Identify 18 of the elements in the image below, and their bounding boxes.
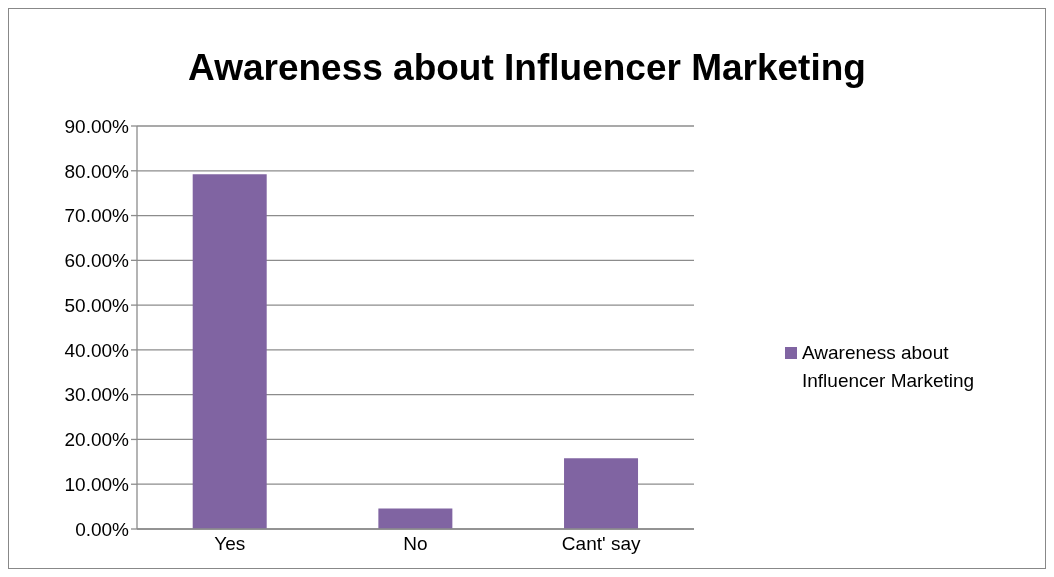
- y-tick-label: 50.00%: [64, 294, 130, 316]
- x-tick-label: No: [403, 533, 428, 555]
- y-tick-label: 0.00%: [75, 518, 130, 540]
- y-tick-label: 30.00%: [64, 384, 130, 406]
- y-tick-label: 20.00%: [64, 429, 130, 451]
- y-tick-label: 70.00%: [64, 205, 130, 227]
- y-tick-label: 90.00%: [64, 115, 130, 137]
- chart-title: Awareness about Influencer Marketing: [187, 47, 867, 89]
- bar: [564, 458, 639, 529]
- legend-label: Awareness about Influencer Marketing: [802, 341, 976, 393]
- x-tick-label: Yes: [214, 533, 246, 555]
- x-tick-label: Cant' say: [561, 533, 641, 555]
- y-tick-label: 40.00%: [64, 339, 130, 361]
- bar: [192, 174, 267, 529]
- bar: [378, 508, 453, 529]
- y-tick-label: 60.00%: [64, 250, 130, 272]
- y-tick-label: 80.00%: [64, 160, 130, 182]
- y-tick-label: 10.00%: [64, 473, 130, 495]
